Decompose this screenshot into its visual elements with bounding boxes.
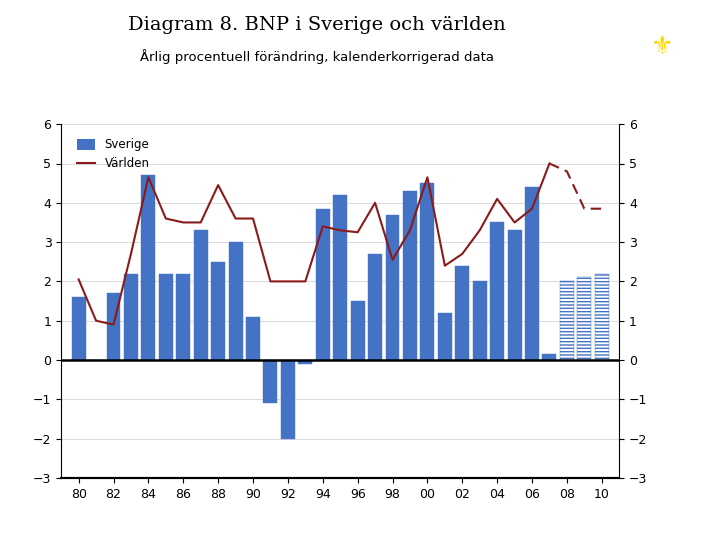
Bar — [316, 208, 330, 360]
Text: ⚜: ⚜ — [651, 35, 674, 58]
Bar — [438, 313, 451, 360]
Bar — [542, 354, 557, 360]
Bar — [560, 281, 574, 360]
Text: Källor: IMF, SCB och Riksbanken: Källor: IMF, SCB och Riksbanken — [496, 520, 709, 533]
Bar — [403, 191, 417, 360]
Bar — [72, 297, 86, 360]
Bar — [281, 360, 295, 438]
Bar — [368, 254, 382, 360]
Bar — [107, 293, 120, 360]
Bar — [473, 281, 487, 360]
Text: SVERIGES
RIKSBANK: SVERIGES RIKSBANK — [644, 82, 681, 93]
Bar — [194, 230, 207, 360]
Bar — [595, 274, 608, 360]
Bar — [298, 360, 312, 364]
Bar — [124, 274, 138, 360]
Bar — [351, 301, 364, 360]
Bar — [508, 230, 521, 360]
Bar — [385, 214, 400, 360]
Bar — [176, 274, 190, 360]
Bar — [577, 278, 591, 360]
Legend: Sverige, Världen: Sverige, Världen — [73, 133, 154, 175]
Bar — [525, 187, 539, 360]
Bar — [455, 266, 469, 360]
Bar — [490, 222, 504, 360]
Bar — [159, 274, 173, 360]
Bar — [228, 242, 243, 360]
Bar — [333, 195, 347, 360]
Bar — [420, 183, 434, 360]
Bar — [141, 176, 156, 360]
Text: Diagram 8. BNP i Sverige och världen: Diagram 8. BNP i Sverige och världen — [128, 16, 505, 34]
Bar — [264, 360, 277, 403]
Text: Årlig procentuell förändring, kalenderkorrigerad data: Årlig procentuell förändring, kalenderko… — [140, 49, 494, 64]
Bar — [211, 262, 225, 360]
Bar — [246, 317, 260, 360]
Text: Anm. Streckad linje och stapel avser Riksbankens prognos.: Anm. Streckad linje och stapel avser Rik… — [11, 522, 320, 531]
